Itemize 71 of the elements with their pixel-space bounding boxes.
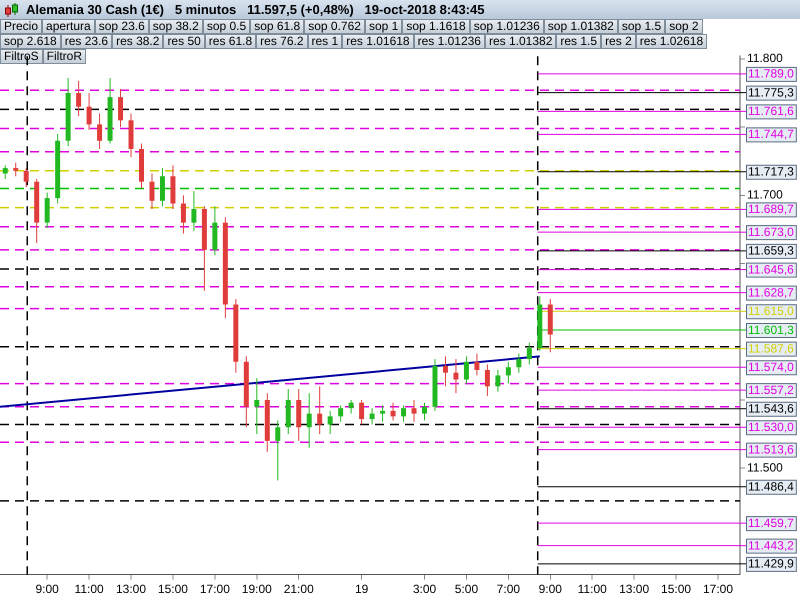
x-tick-label: 21:00	[284, 582, 314, 596]
text: res 76.2	[256, 34, 308, 49]
text: res 2	[601, 34, 636, 49]
text: res 23.6	[60, 34, 112, 49]
text: sop 0.5	[202, 19, 250, 34]
ref-line-label: 11.459,7	[748, 516, 794, 530]
text: apertura	[42, 19, 95, 34]
x-tick-label: 9:00	[35, 582, 60, 596]
text: res 1.01236	[414, 34, 485, 49]
ref-line-label: 11.543,6	[748, 402, 794, 416]
ref-line-label: 11.429,9	[748, 556, 794, 571]
annotation: FiltroR	[42, 49, 86, 64]
ref-line-label: 11.659,3	[748, 244, 794, 258]
x-tick-label: 11:00	[578, 582, 608, 596]
x-tick-label: 17:00	[702, 582, 734, 596]
text: res 1.5	[556, 34, 602, 49]
x-tick-label: 3:00	[412, 582, 437, 596]
text: Precio	[0, 19, 42, 34]
text: sop 1	[364, 19, 402, 34]
y-tick-label: 11.800	[747, 51, 784, 66]
text: res 50	[163, 34, 205, 49]
x-tick-label: 17:00	[200, 582, 230, 596]
text: sop 23.6	[94, 19, 149, 34]
chart-title: Alemania 30 Cash (1€)	[26, 2, 166, 17]
ref-line-label: 11.557,2	[748, 382, 794, 397]
annotation: FiltroS	[0, 49, 43, 64]
x-tick-label: 7:00	[496, 582, 520, 596]
text: res 1.01382	[484, 34, 556, 49]
text: res 1.01618	[342, 34, 414, 49]
text: sop 38.2	[148, 19, 203, 34]
ref-line-label: 11.513,6	[748, 442, 794, 456]
ref-line-label: 11.443,2	[748, 538, 794, 552]
text: res 38.2	[112, 34, 164, 49]
x-tick-label: 15:00	[158, 582, 188, 596]
x-tick-label: 5:00	[454, 582, 478, 596]
x-tick-label: 15:00	[661, 582, 692, 596]
y-tick-label: 11.700	[747, 188, 784, 202]
x-tick-label: 19:00	[242, 582, 272, 596]
ref-line-label: 11.761,6	[748, 104, 794, 118]
text: sop 0.762	[304, 19, 365, 34]
ref-line-label: 11.628,7	[748, 285, 794, 300]
text: sop 1.01382	[544, 19, 618, 34]
x-tick-label: 13:00	[619, 582, 650, 596]
ref-line-label: 11.574,0	[748, 360, 794, 374]
x-tick-label: 19	[354, 582, 369, 596]
ref-line-label: 11.689,7	[748, 202, 794, 216]
text: sop 61.8	[250, 19, 304, 34]
ref-line-label: 11.645,6	[748, 262, 794, 276]
text: sop 1.01236	[470, 19, 544, 34]
text: res 1	[308, 34, 342, 49]
ref-line-label: 11.717,3	[748, 164, 794, 179]
ref-line-label: 11.601,3	[748, 322, 794, 337]
chart-subtitle: 5 minutos 11.597,5 (+0,48%) 19-oct-2018 8:43:45	[174, 2, 484, 17]
text: sop 2	[665, 19, 703, 34]
ref-line-label: 11.486,4	[748, 480, 794, 494]
text: sop 1.5	[618, 19, 666, 34]
ref-line-label: 11.744,7	[748, 127, 794, 142]
ref-line-label: 11.789,0	[748, 66, 794, 81]
ref-line-label: 11.587,6	[748, 342, 794, 356]
ref-line-label: 11.673,0	[748, 224, 794, 239]
ref-line-label: 11.530,0	[748, 420, 794, 434]
text: res 1.02618	[636, 34, 708, 49]
x-tick-label: 13:00	[116, 582, 146, 596]
text: res 61.8	[204, 34, 256, 49]
ref-line-label: 11.615,0	[748, 304, 794, 318]
x-tick-label: 11:00	[74, 582, 104, 596]
x-tick-label: 9:00	[538, 582, 562, 596]
y-tick-label: 11.500	[747, 460, 784, 475]
text: sop 1.1618	[402, 19, 470, 34]
text: sop 2.618	[0, 34, 61, 49]
ref-line-label: 11.775,3	[748, 85, 794, 100]
